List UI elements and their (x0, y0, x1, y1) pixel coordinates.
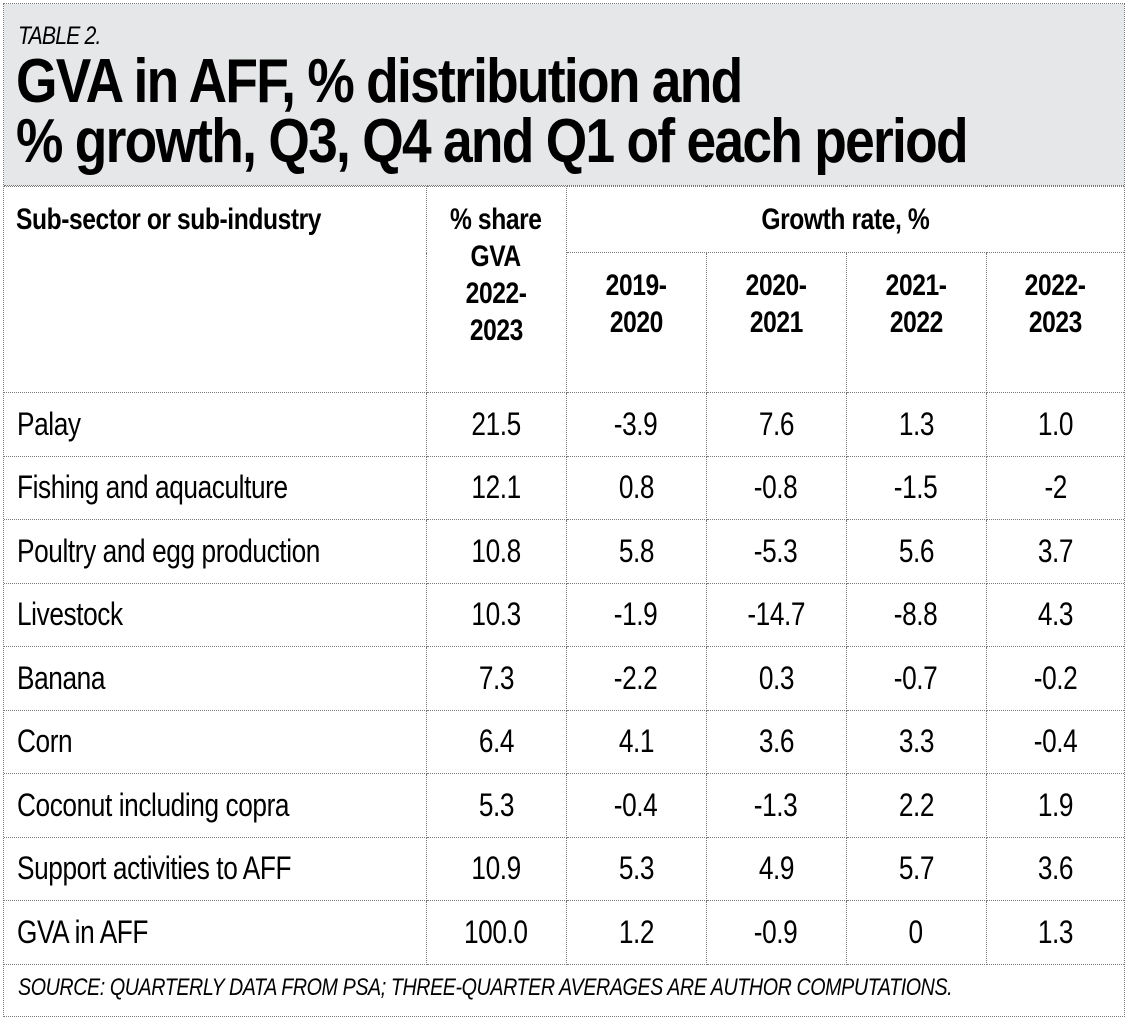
column-group-header-growth-rate: Growth rate, % (565, 186, 1125, 253)
growth-cell: 7.6 (705, 392, 847, 457)
row-label: Fishing and aquaculture (4, 455, 427, 520)
share-cell: 7.3 (425, 646, 567, 711)
table-row: Poultry and egg production 10.8 5.8 -5.3 5.6… (4, 519, 1125, 584)
row-label: Palay (4, 392, 427, 457)
growth-cell: -1.3 (705, 773, 847, 838)
source-note: SOURCE: QUARTERLY DATA FROM PSA; THREE-Q… (18, 974, 953, 1001)
table-title-line-1: GVA in AFF, % distribution and (16, 47, 743, 116)
growth-cell: 1.3 (985, 900, 1125, 965)
share-cell: 6.4 (425, 709, 567, 774)
share-cell: 10.3 (425, 582, 567, 647)
row-label: Corn (4, 709, 427, 774)
data-table: Sub-sector or sub-industry % share GVA 2… (4, 186, 1125, 965)
column-header-period: 2021- 2022 (845, 252, 987, 393)
growth-cell: 2.2 (845, 773, 987, 838)
share-cell: 12.1 (425, 455, 567, 520)
growth-cell: 0.3 (705, 646, 847, 711)
column-header-period: 2022- 2023 (985, 252, 1125, 393)
column-header-period: 2019- 2020 (566, 252, 707, 393)
growth-cell: 0 (845, 900, 987, 965)
row-label: Support activities to AFF (4, 836, 427, 901)
table-row: Corn 6.4 4.1 3.6 3.3 -0.4 (4, 709, 1125, 774)
growth-cell: 3.6 (705, 709, 847, 774)
growth-cell: -5.3 (705, 519, 847, 584)
row-label: Banana (4, 646, 427, 711)
growth-cell: 0.8 (565, 455, 707, 520)
row-label: Poultry and egg production (4, 519, 427, 584)
growth-cell: -8.8 (845, 582, 987, 647)
growth-cell: -0.4 (985, 709, 1125, 774)
growth-cell: -3.9 (565, 392, 707, 457)
growth-cell: 3.7 (985, 519, 1125, 584)
growth-cell: 3.3 (845, 709, 987, 774)
share-cell: 100.0 (425, 900, 567, 965)
growth-cell: -0.9 (705, 900, 847, 965)
growth-cell: 5.7 (845, 836, 987, 901)
growth-cell: 1.9 (985, 773, 1125, 838)
row-label: GVA in AFF (4, 900, 427, 965)
column-header-share: % share GVA 2022- 2023 (425, 186, 567, 393)
row-label: Coconut including copra (4, 773, 427, 838)
table-header: TABLE 2. GVA in AFF, % distribution and … (4, 4, 1124, 186)
growth-cell: 1.0 (985, 392, 1125, 457)
table-row: Coconut including copra 5.3 -0.4 -1.3 2.2 1.9 (4, 773, 1125, 838)
growth-cell: 5.8 (565, 519, 707, 584)
growth-cell: -2 (985, 455, 1125, 520)
growth-cell: -14.7 (705, 582, 847, 647)
growth-cell: -1.5 (845, 455, 987, 520)
header-row-2: 2019- 2020 2020- 2021 2021- 2022 2022- 2023 (4, 252, 1125, 393)
growth-cell: 1.2 (565, 900, 707, 965)
growth-cell: -0.4 (565, 773, 707, 838)
table-row: Banana 7.3 -2.2 0.3 -0.7 -0.2 (4, 646, 1125, 711)
growth-cell: 3.6 (985, 836, 1125, 901)
table-title-line-2: % growth, Q3, Q4 and Q1 of each period (16, 107, 969, 176)
growth-cell: 4.1 (565, 709, 707, 774)
share-cell: 10.9 (425, 836, 567, 901)
share-cell: 10.8 (425, 519, 567, 584)
table-row: Livestock 10.3 -1.9 -14.7 -8.8 4.3 (4, 582, 1125, 647)
column-header-sector: Sub-sector or sub-industry (4, 186, 427, 393)
growth-cell: -0.7 (845, 646, 987, 711)
table-figure: TABLE 2. GVA in AFF, % distribution and … (3, 3, 1125, 1017)
share-cell: 21.5 (425, 392, 567, 457)
growth-cell: -0.2 (985, 646, 1125, 711)
row-label: Livestock (4, 582, 427, 647)
growth-cell: 4.9 (705, 836, 847, 901)
table-row: Palay 21.5 -3.9 7.6 1.3 1.0 (4, 392, 1125, 457)
header-row-1: Sub-sector or sub-industry % share GVA 2… (4, 186, 1125, 393)
growth-cell: 4.3 (985, 582, 1125, 647)
growth-cell: -1.9 (565, 582, 707, 647)
share-cell: 5.3 (425, 773, 567, 838)
growth-cell: 5.3 (565, 836, 707, 901)
table-number-label: TABLE 2. (18, 22, 101, 50)
growth-cell: -2.2 (565, 646, 707, 711)
table-title: GVA in AFF, % distribution and % growth,… (16, 47, 969, 176)
growth-cell: -0.8 (705, 455, 847, 520)
growth-cell: 1.3 (845, 392, 987, 457)
table-row: Support activities to AFF 10.9 5.3 4.9 5.7 3.… (4, 836, 1125, 901)
growth-cell: 5.6 (845, 519, 987, 584)
table-row: Fishing and aquaculture 12.1 0.8 -0.8 -1.5 -2 (4, 455, 1125, 520)
table-row: GVA in AFF 100.0 1.2 -0.9 0 1.3 (4, 900, 1125, 965)
column-header-period: 2020- 2021 (705, 252, 847, 393)
